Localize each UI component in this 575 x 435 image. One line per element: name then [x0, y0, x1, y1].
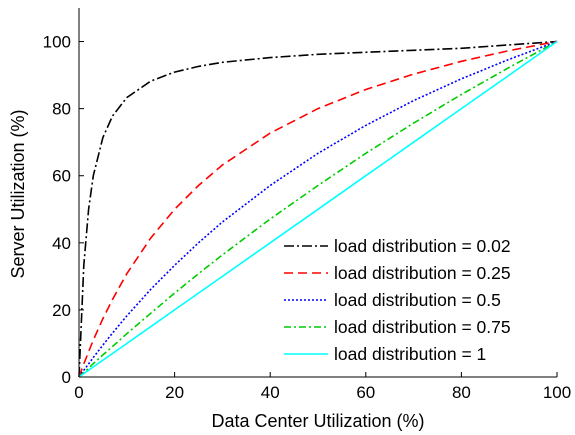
x-tick-label: 100 [543, 383, 571, 402]
x-tick-label: 80 [452, 383, 471, 402]
y-tick-label: 0 [62, 368, 71, 387]
plot-area [78, 8, 558, 378]
series-line-5 [78, 40, 558, 378]
x-tick-label: 40 [261, 383, 280, 402]
legend-label: load distribution = 0.5 [334, 290, 501, 310]
x-axis-label: Data Center Utilization (%) [211, 411, 424, 431]
legend-label: load distribution = 0.25 [334, 263, 511, 283]
y-tick-label: 40 [52, 234, 71, 253]
series-line-2 [78, 40, 558, 378]
y-tick-label: 20 [52, 301, 71, 320]
x-tick-label: 20 [165, 383, 184, 402]
series-line-4 [78, 40, 558, 378]
y-axis-label: Server Utilization (%) [8, 109, 28, 278]
series-line-1 [78, 40, 558, 378]
x-tick-label: 60 [356, 383, 375, 402]
y-tick-label: 80 [52, 100, 71, 119]
x-tick-label: 0 [74, 383, 83, 402]
y-tick-label: 100 [43, 33, 71, 52]
x-axis-ticks: 0 20 40 60 80 100 [74, 372, 571, 402]
y-tick-label: 60 [52, 167, 71, 186]
y-axis-ticks: 0 20 40 60 80 100 [43, 33, 84, 387]
legend: load distribution = 0.02 load distributio… [284, 236, 511, 364]
legend-label: load distribution = 0.02 [334, 236, 511, 256]
legend-label: load distribution = 1 [334, 344, 486, 364]
legend-label: load distribution = 0.75 [334, 317, 511, 337]
